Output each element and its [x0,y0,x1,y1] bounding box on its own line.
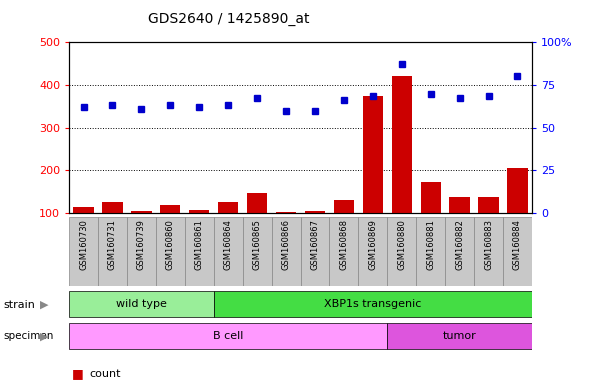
Bar [69,217,98,286]
Text: GSM160884: GSM160884 [513,219,522,270]
Bar [387,323,532,349]
Bar [73,207,94,213]
Bar [329,217,358,286]
Bar [503,217,532,286]
Bar [416,217,445,286]
Bar [478,197,499,213]
Bar [334,200,354,213]
Bar [156,217,185,286]
Bar [189,210,209,213]
Bar [214,217,243,286]
Text: XBP1s transgenic: XBP1s transgenic [324,299,421,310]
Text: specimen: specimen [3,331,53,341]
Bar [131,211,151,213]
Bar [218,202,239,213]
Text: GSM160867: GSM160867 [311,219,320,270]
Bar [507,168,528,213]
Bar [387,217,416,286]
Bar [276,212,296,213]
Bar [421,182,441,213]
Bar [358,217,387,286]
Text: GSM160881: GSM160881 [426,219,435,270]
Text: ▶: ▶ [40,300,48,310]
Text: GSM160865: GSM160865 [252,219,261,270]
Text: B cell: B cell [213,331,243,341]
Bar [300,217,329,286]
Text: GSM160868: GSM160868 [340,219,349,270]
Bar [127,217,156,286]
Bar [102,202,123,213]
Text: GSM160864: GSM160864 [224,219,233,270]
Bar [243,217,272,286]
Text: tumor: tumor [443,331,477,341]
Text: GSM160731: GSM160731 [108,219,117,270]
Text: GDS2640 / 1425890_at: GDS2640 / 1425890_at [148,12,309,25]
Bar [305,211,325,213]
Text: GSM160730: GSM160730 [79,219,88,270]
Text: GSM160869: GSM160869 [368,219,377,270]
Text: ▶: ▶ [40,331,48,341]
Bar [160,205,180,213]
Bar [247,193,267,213]
Bar [474,217,503,286]
Text: GSM160861: GSM160861 [195,219,204,270]
Text: GSM160860: GSM160860 [166,219,175,270]
Text: GSM160866: GSM160866 [281,219,290,270]
Text: GSM160882: GSM160882 [455,219,464,270]
Bar [69,291,214,317]
Text: GSM160883: GSM160883 [484,219,493,270]
Bar [185,217,214,286]
Bar [69,323,387,349]
Text: count: count [89,369,120,379]
Bar [214,291,532,317]
Bar [272,217,300,286]
Text: ■: ■ [72,367,84,380]
Bar [450,197,470,213]
Text: strain: strain [3,300,35,310]
Bar [392,76,412,213]
Bar [445,217,474,286]
Text: GSM160880: GSM160880 [397,219,406,270]
Text: GSM160739: GSM160739 [137,219,146,270]
Bar [362,96,383,213]
Bar [98,217,127,286]
Text: wild type: wild type [116,299,167,310]
